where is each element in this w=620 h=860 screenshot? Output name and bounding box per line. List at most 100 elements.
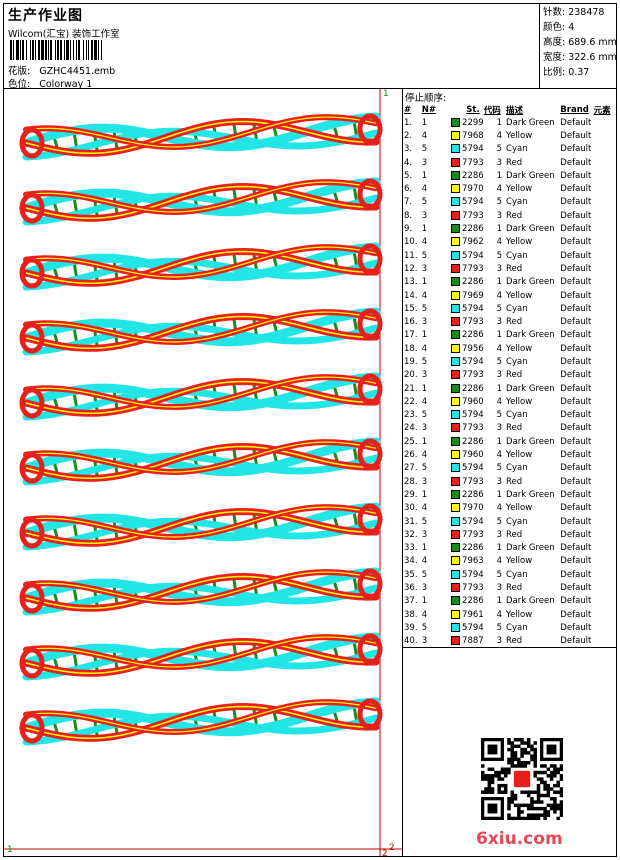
stop-brand: Default xyxy=(560,450,592,461)
stop-code: 1 xyxy=(496,489,503,500)
qr-module xyxy=(553,774,557,778)
stop-description: Dark Green xyxy=(506,117,555,128)
col-index: # xyxy=(404,104,412,115)
color-swatch xyxy=(451,224,461,234)
qr-module xyxy=(546,790,551,794)
qr-module xyxy=(533,751,537,755)
stop-description: Yellow xyxy=(506,184,533,195)
stop-row: 25. 1 2286 1 Dark Green Default xyxy=(403,435,616,448)
stop-code: 1 xyxy=(496,383,503,394)
qr-module xyxy=(526,751,531,755)
color-swatch xyxy=(451,343,461,353)
stop-needle: 4 xyxy=(421,609,428,620)
stop-element xyxy=(594,329,616,342)
stitch-count: 7793 xyxy=(462,583,484,594)
qr-module xyxy=(517,757,521,762)
stop-row: 4. 3 7793 3 Red Default xyxy=(403,156,616,169)
qr-module xyxy=(556,770,560,775)
table-divider xyxy=(402,647,616,648)
barcode-bar xyxy=(88,40,89,60)
stop-row: 3. 5 5794 5 Cyan Default xyxy=(403,143,616,156)
stop-index: 33. xyxy=(404,543,418,554)
qr-module xyxy=(543,780,547,785)
barcode-bar xyxy=(45,40,47,60)
qr-module xyxy=(543,806,547,811)
stop-element xyxy=(594,395,616,408)
design-motif xyxy=(19,372,383,421)
stop-stitches: 7793 xyxy=(451,315,484,328)
color-swatch xyxy=(451,396,461,406)
qr-module xyxy=(536,800,541,804)
qr-module xyxy=(490,777,495,781)
stop-description: Cyan xyxy=(506,463,528,474)
stop-needle: 5 xyxy=(421,144,428,155)
qr-module xyxy=(490,787,495,791)
stop-index: 31. xyxy=(404,516,418,527)
color-swatch xyxy=(451,356,461,366)
design-file-row: 花版: GZHC4451.emb xyxy=(8,63,115,77)
stop-code: 3 xyxy=(496,210,503,221)
stop-index: 12. xyxy=(404,263,418,274)
stop-index: 40. xyxy=(404,636,418,647)
qr-module xyxy=(559,810,564,814)
stop-row: 14. 4 7969 4 Yellow Default xyxy=(403,289,616,302)
stop-brand: Default xyxy=(560,636,592,647)
stop-description: Cyan xyxy=(506,516,528,527)
stop-row: 30. 4 7970 4 Yellow Default xyxy=(403,502,616,515)
stop-needle: 5 xyxy=(421,356,428,367)
qr-module xyxy=(530,816,534,821)
qr-module xyxy=(553,800,557,804)
qr-module xyxy=(559,813,564,817)
stop-brand: Default xyxy=(560,503,592,514)
stop-index: 3. xyxy=(404,144,413,155)
color-swatch xyxy=(451,556,461,566)
stop-brand: Default xyxy=(560,277,592,288)
yellow-core xyxy=(25,116,377,148)
loop-left xyxy=(19,452,45,484)
start-marker-bottom: 1 xyxy=(7,845,13,855)
col-brand: Brand xyxy=(560,104,589,115)
barcode-bar xyxy=(26,40,27,60)
stat-value: 0.37 xyxy=(568,67,590,78)
design-motif xyxy=(19,697,383,746)
qr-module xyxy=(490,767,495,771)
barcode-bar xyxy=(16,40,19,60)
qr-module xyxy=(536,797,541,801)
stop-table: # N# St. 代码 描述 Brand 元素 1. 1 2299 1 Dark Gre… xyxy=(403,103,616,648)
barcode-bar xyxy=(98,40,99,60)
column-divider xyxy=(402,88,403,857)
cyan-strand xyxy=(22,517,380,551)
qr-module xyxy=(487,777,492,781)
stop-code: 5 xyxy=(496,303,503,314)
qr-module xyxy=(484,777,488,781)
yellow-core xyxy=(25,376,377,408)
stop-description: Red xyxy=(506,476,523,487)
stop-needle: 1 xyxy=(421,330,428,341)
stop-row: 32. 3 7793 3 Red Default xyxy=(403,528,616,541)
stop-stitches: 2286 xyxy=(451,435,484,448)
qr-module xyxy=(487,790,492,794)
stat-row: 针数: 238478 xyxy=(543,5,616,20)
stop-row: 29. 1 2286 1 Dark Green Default xyxy=(403,488,616,501)
stop-description: Dark Green xyxy=(506,436,555,447)
stop-brand: Default xyxy=(560,516,592,527)
stitch-count: 7793 xyxy=(462,157,484,168)
stop-brand: Default xyxy=(560,569,592,580)
stop-row: 40. 3 7887 3 Red Default xyxy=(403,635,616,648)
qr-module xyxy=(523,764,528,768)
stop-row: 39. 5 5794 5 Cyan Default xyxy=(403,621,616,634)
stat-label: 比例: xyxy=(543,67,566,78)
loop-left xyxy=(19,257,45,289)
stitch-count: 7793 xyxy=(462,210,484,221)
stitch-count: 7970 xyxy=(462,503,484,514)
qr-module xyxy=(513,744,518,749)
qr-module xyxy=(520,790,524,794)
qr-module xyxy=(546,767,551,771)
stop-element xyxy=(594,462,616,475)
barcode-bar xyxy=(70,40,71,60)
stop-row: 1. 1 2299 1 Dark Green Default xyxy=(403,116,616,129)
qr-module xyxy=(549,777,554,781)
color-swatch xyxy=(451,197,461,207)
stop-needle: 5 xyxy=(421,569,428,580)
color-swatch xyxy=(451,303,461,313)
